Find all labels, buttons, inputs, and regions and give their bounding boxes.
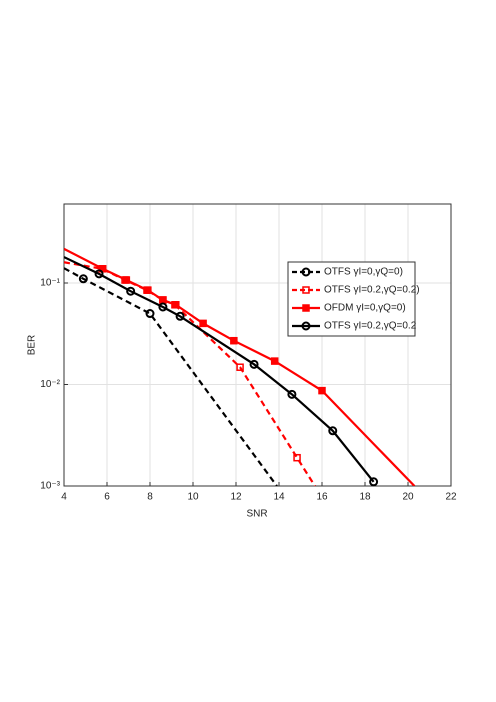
marker (158, 302, 168, 312)
x-tick-label: 6 (104, 492, 110, 503)
marker (287, 389, 297, 399)
marker (318, 386, 326, 395)
legend-label: OTFS γI=0.2,γQ=0.2) (324, 285, 420, 296)
marker (249, 359, 259, 369)
marker (328, 426, 338, 436)
x-tick-label: 12 (230, 492, 242, 503)
series-line (64, 267, 278, 486)
marker (78, 274, 88, 284)
x-tick-label: 18 (359, 492, 371, 503)
x-tick-label: 14 (273, 492, 285, 503)
marker (175, 311, 185, 321)
marker (159, 296, 167, 304)
marker (144, 286, 152, 294)
x-tick-label: 22 (445, 492, 457, 503)
x-tick-label: 16 (316, 492, 328, 503)
x-tick-label: 8 (147, 492, 153, 503)
marker (126, 286, 136, 296)
legend-marker (301, 321, 311, 331)
legend-marker (302, 286, 310, 294)
series-line (64, 261, 316, 486)
x-tick-label: 20 (402, 492, 414, 503)
marker (236, 363, 244, 371)
series-line (64, 256, 375, 483)
y-tick-label: 10⁻² (40, 379, 60, 390)
plot-frame (63, 203, 452, 487)
legend-marker (302, 304, 310, 312)
marker (122, 276, 131, 284)
marker (230, 336, 238, 345)
legend-label: OFDM γI=0,γQ=0) (324, 303, 406, 314)
marker (172, 301, 180, 309)
marker (270, 357, 279, 365)
marker (369, 477, 379, 487)
marker (145, 309, 155, 319)
marker (293, 453, 301, 462)
marker (199, 319, 207, 328)
legend-label: OTFS γI=0,γQ=0) (324, 267, 403, 278)
y-tick-label: 10⁻¹ (40, 278, 60, 289)
x-tick-label: 10 (187, 492, 199, 503)
x-axis-label: SNR (246, 509, 267, 520)
legend-label: OTFS γI=0.2,γQ=0.2 (324, 321, 417, 332)
y-axis-label: BER (27, 335, 38, 356)
x-tick-label: 4 (61, 492, 67, 503)
legend-marker (301, 267, 311, 277)
y-tick-label: 10⁻³ (40, 481, 60, 492)
marker (94, 269, 104, 279)
